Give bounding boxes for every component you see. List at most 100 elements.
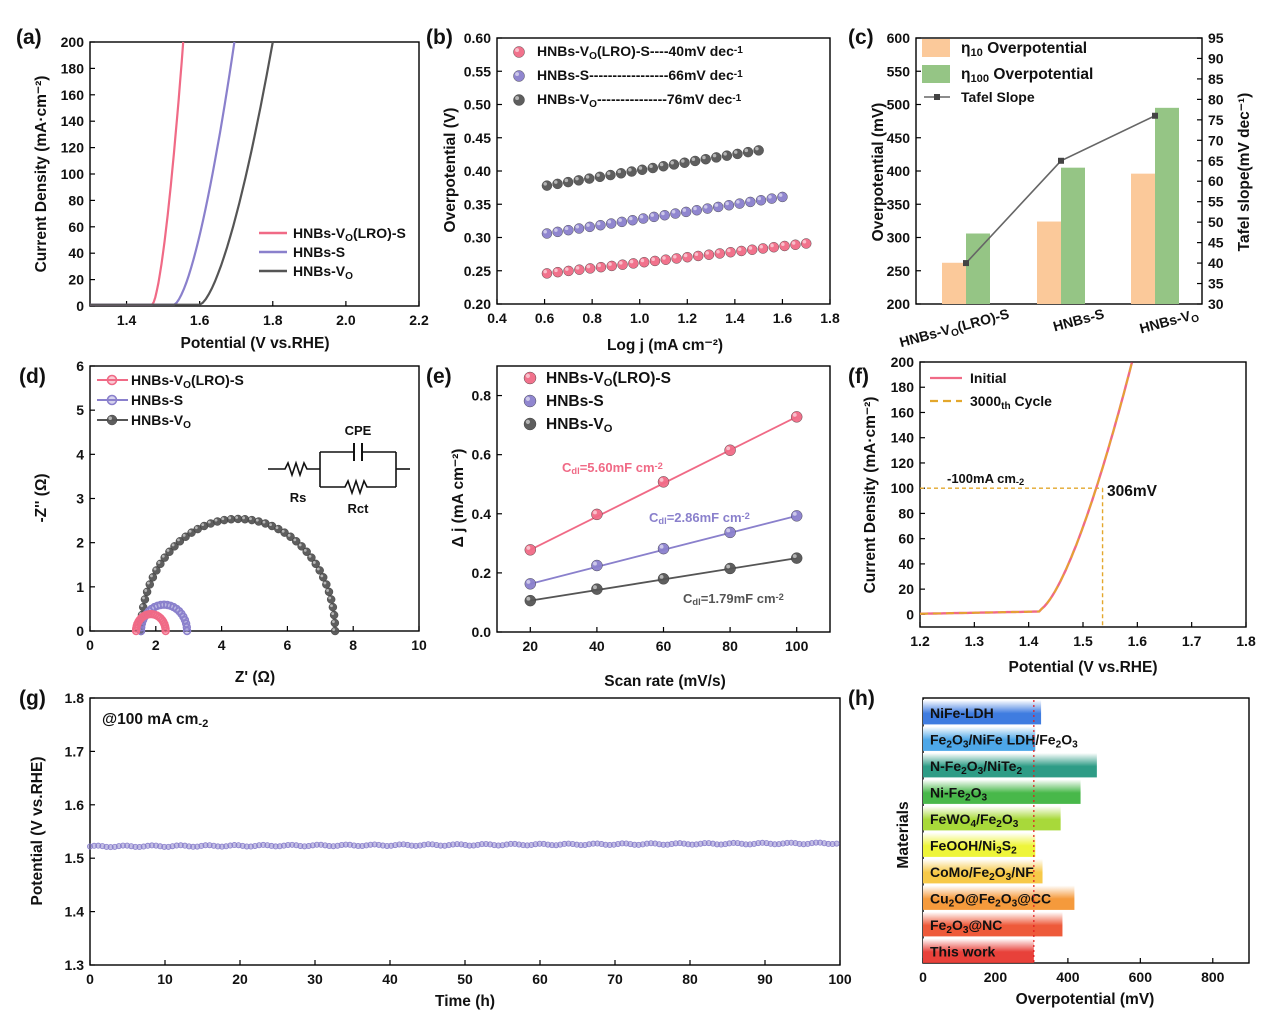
tafel-point <box>584 263 596 274</box>
x-axis-label: Log j (mA cm⁻²) <box>607 337 723 354</box>
material-label-part: O <box>1061 732 1072 748</box>
tafel-slope-marker <box>963 260 969 267</box>
tafel-point <box>689 155 701 167</box>
x-axis-label: Overpotential (mV) <box>1016 991 1155 1008</box>
y-tick-label: 180 <box>891 379 915 395</box>
cdl-point <box>657 476 670 488</box>
legend-label-part: 100 <box>970 73 989 85</box>
tafel-point <box>682 252 693 263</box>
y-tick-label: 20 <box>68 272 84 288</box>
material-label-part: 2 <box>996 819 1002 830</box>
legend-label-part: HNBs-S-----------------66mV dec <box>537 67 734 83</box>
material-label-part: N-Fe <box>930 758 961 774</box>
tafel-point <box>627 215 638 226</box>
tafel-point-highlight <box>781 242 785 246</box>
legend-label-part: -1 <box>734 45 743 56</box>
y-tick-label: 0.35 <box>464 196 491 212</box>
legend-label-part: HNBs-S <box>131 392 183 408</box>
legend-label: HNBs-S <box>293 244 345 260</box>
material-label-part: FeOOH/Ni <box>930 838 996 854</box>
tafel-point-highlight <box>575 266 580 270</box>
legend-label-part: η <box>961 40 970 57</box>
material-label-part: 3 <box>963 925 969 936</box>
equivalent-circuit: CPE Rs Rct <box>268 423 410 516</box>
panel-label: (c) <box>848 26 874 49</box>
legend-marker-highlight <box>108 416 112 420</box>
nyquist-point-highlight <box>269 523 272 527</box>
y-tick-label: 40 <box>898 556 914 572</box>
panel-g-chronopotentiometry: 0 10 20 30 40 50 60 70 80 90 100 1.3 1.4 1.5 1.6 1.7 1.8… <box>29 690 852 1010</box>
tafel-point-highlight <box>628 168 632 172</box>
tafel-point-highlight <box>802 239 807 244</box>
x-tick-label: 1.8 <box>263 312 283 328</box>
tafel-point-highlight <box>737 247 742 251</box>
cdl-annotation-part: C <box>562 460 572 475</box>
tafel-point-highlight <box>757 196 762 201</box>
x-tick-label: 1.2 <box>678 310 698 326</box>
material-label-part: O <box>971 785 982 801</box>
comparison-bar <box>923 806 1061 831</box>
tafel-point-highlight <box>791 241 796 245</box>
nyquist-point-highlight <box>171 543 175 547</box>
panel-a-lsv: 1.4 1.6 1.8 2.0 2.2 0 20 40 60 80 100 120 140 160 180 2… <box>33 34 429 352</box>
tafel-point-highlight <box>617 169 622 174</box>
y-tick-label: 80 <box>898 505 914 521</box>
tafel-point-highlight <box>661 211 665 216</box>
y-tick-label: 160 <box>891 404 915 420</box>
nyquist-point <box>182 626 192 636</box>
comparison-bar <box>923 726 1036 751</box>
legend-marker <box>513 94 525 106</box>
cdl-point <box>591 508 603 521</box>
x-tick-label: 0.6 <box>535 310 555 326</box>
x-tick-label: 50 <box>457 971 473 987</box>
cdl-annotation-part: =5.60mF cm <box>580 460 655 475</box>
material-label: CoMo/Fe2O3/NF <box>930 864 1034 883</box>
legend-label-part: HNBs-V <box>537 43 590 59</box>
material-label-part: Fe <box>930 917 947 933</box>
tafel-point-highlight <box>619 261 623 265</box>
y-tick-label: 120 <box>891 455 915 471</box>
material-label-part: @NC <box>968 917 1002 933</box>
legend-label-part: Overpotential <box>983 40 1087 57</box>
tafel-point-highlight <box>586 264 591 269</box>
y-tick-label: 3 <box>76 491 84 507</box>
nyquist-point-highlight <box>298 543 302 547</box>
nyquist-point-highlight <box>182 533 186 537</box>
y-tick-label: 2 <box>76 535 84 551</box>
y-axis-label: Current Density (mA·cm⁻²) <box>862 397 879 594</box>
panel-label: (f) <box>848 365 869 388</box>
tafel-point <box>573 175 584 186</box>
nyquist-point-highlight <box>303 548 307 552</box>
cdl-point <box>791 411 803 423</box>
tafel-point-highlight <box>564 226 569 231</box>
legend-label: HNBs-VO <box>546 416 613 435</box>
y-tick-label: 0.20 <box>464 296 491 312</box>
y-tick-label: 30 <box>1208 296 1224 312</box>
y-tick-label: 5 <box>76 402 84 418</box>
tafel-point <box>573 223 585 234</box>
nyquist-point-highlight <box>188 529 192 533</box>
nyquist-point-highlight <box>281 529 285 533</box>
y-tick-label: 140 <box>61 113 85 129</box>
tafel-point-highlight <box>736 200 740 204</box>
tafel-point <box>692 250 704 262</box>
material-label-part: O <box>1002 811 1013 827</box>
tafel-point-highlight <box>651 257 655 261</box>
bar-eta100 <box>1155 107 1179 304</box>
tafel-point <box>755 195 767 206</box>
tafel-point <box>702 203 713 214</box>
legend-label-part: -1 <box>732 93 741 104</box>
nyquist-point-highlight <box>275 526 279 530</box>
tafel-point <box>753 145 764 156</box>
tafel-point <box>552 226 563 238</box>
cdl-annotation-part: dl <box>571 466 579 476</box>
y-tick-label: 160 <box>61 87 85 103</box>
bar-eta10 <box>942 262 966 304</box>
y-tick-label: 75 <box>1208 112 1224 128</box>
legend-label-part: (LRO)-S <box>612 370 671 387</box>
nyquist-point-highlight <box>330 604 333 608</box>
nyquist-point-highlight <box>161 554 165 558</box>
legend-marker <box>523 394 537 408</box>
tafel-point-highlight <box>543 269 547 274</box>
y-tick-label: 500 <box>887 97 911 113</box>
